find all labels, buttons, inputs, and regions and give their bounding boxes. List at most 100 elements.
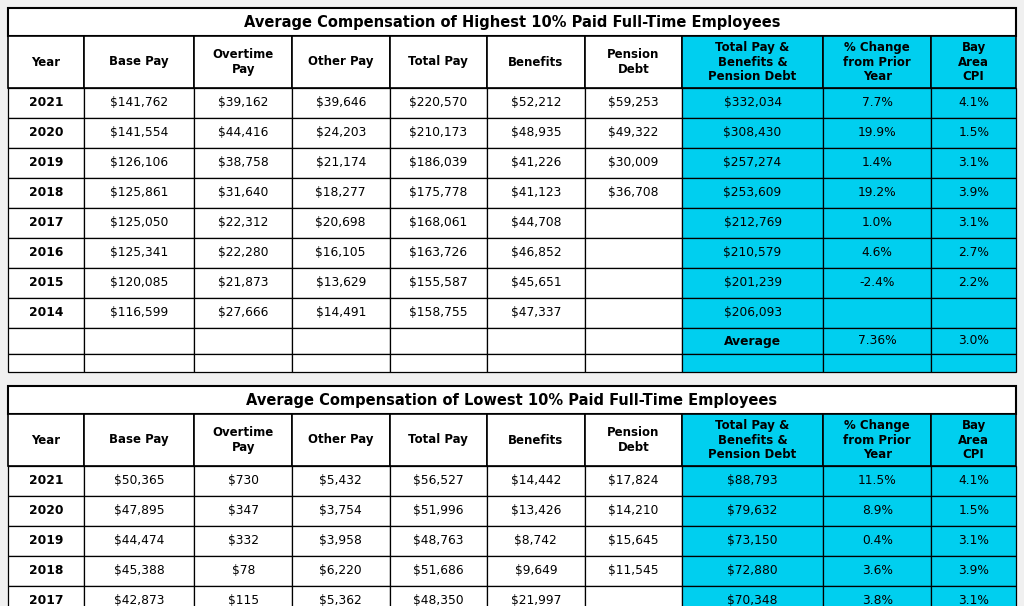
Text: $21,997: $21,997 — [511, 594, 561, 606]
Bar — [682, 328, 823, 354]
Text: Total Pay &
Benefits &
Pension Debt: Total Pay & Benefits & Pension Debt — [709, 41, 797, 84]
Text: $38,758: $38,758 — [218, 156, 268, 170]
Bar — [932, 148, 1016, 178]
Bar — [585, 526, 682, 556]
Text: $47,895: $47,895 — [114, 505, 165, 518]
Bar — [487, 36, 585, 88]
Bar — [389, 354, 487, 372]
Bar — [487, 238, 585, 268]
Bar — [389, 88, 487, 118]
Bar — [585, 298, 682, 328]
Bar — [932, 526, 1016, 556]
Bar — [292, 354, 389, 372]
Bar — [195, 148, 292, 178]
Bar — [84, 298, 195, 328]
Bar — [682, 36, 823, 88]
Bar — [823, 36, 932, 88]
Bar — [932, 556, 1016, 586]
Bar — [195, 466, 292, 496]
Bar — [389, 268, 487, 298]
Bar — [487, 118, 585, 148]
Text: 1.0%: 1.0% — [862, 216, 893, 230]
Bar — [8, 328, 84, 354]
Bar — [8, 556, 84, 586]
Bar — [195, 178, 292, 208]
Text: Other Pay: Other Pay — [308, 56, 374, 68]
Bar — [84, 268, 195, 298]
Text: Total Pay: Total Pay — [409, 56, 468, 68]
Text: 19.2%: 19.2% — [858, 187, 897, 199]
Text: 3.1%: 3.1% — [958, 594, 989, 606]
Text: $5,432: $5,432 — [319, 474, 362, 487]
Bar — [292, 36, 389, 88]
Text: 2021: 2021 — [29, 474, 63, 487]
Text: 2018: 2018 — [29, 187, 63, 199]
Bar — [84, 88, 195, 118]
Bar — [389, 466, 487, 496]
Text: 2021: 2021 — [29, 96, 63, 110]
Text: Year: Year — [32, 433, 60, 447]
Bar — [84, 586, 195, 606]
Bar — [932, 414, 1016, 466]
Bar — [195, 36, 292, 88]
Bar — [292, 88, 389, 118]
Text: $22,312: $22,312 — [218, 216, 268, 230]
Text: $8,742: $8,742 — [514, 534, 557, 547]
Bar — [823, 414, 932, 466]
Bar — [932, 36, 1016, 88]
Text: Average Compensation of Highest 10% Paid Full-Time Employees: Average Compensation of Highest 10% Paid… — [244, 15, 780, 30]
Text: Base Pay: Base Pay — [110, 433, 169, 447]
Text: $3,958: $3,958 — [319, 534, 362, 547]
Bar — [84, 148, 195, 178]
Bar — [292, 148, 389, 178]
Bar — [84, 178, 195, 208]
Bar — [195, 586, 292, 606]
Text: $206,093: $206,093 — [724, 307, 781, 319]
Text: $257,274: $257,274 — [724, 156, 781, 170]
Bar — [932, 354, 1016, 372]
Bar — [389, 238, 487, 268]
Bar — [823, 496, 932, 526]
Text: 2020: 2020 — [29, 505, 63, 518]
Text: $126,106: $126,106 — [111, 156, 168, 170]
Text: $14,442: $14,442 — [511, 474, 561, 487]
Bar — [195, 208, 292, 238]
Bar — [195, 414, 292, 466]
Text: $332,034: $332,034 — [724, 96, 781, 110]
Bar — [823, 556, 932, 586]
Text: $22,280: $22,280 — [218, 247, 268, 259]
Text: $41,226: $41,226 — [511, 156, 561, 170]
Bar — [487, 586, 585, 606]
Text: $5,362: $5,362 — [319, 594, 362, 606]
Text: Bay
Area
CPI: Bay Area CPI — [958, 419, 989, 462]
Text: 4.6%: 4.6% — [862, 247, 893, 259]
Bar — [932, 268, 1016, 298]
Bar — [8, 178, 84, 208]
Bar — [682, 298, 823, 328]
Bar — [389, 298, 487, 328]
Bar — [585, 556, 682, 586]
Text: -2.4%: -2.4% — [859, 276, 895, 290]
Text: $56,527: $56,527 — [413, 474, 464, 487]
Text: $9,649: $9,649 — [514, 565, 557, 578]
Bar — [292, 118, 389, 148]
Bar — [389, 556, 487, 586]
Bar — [84, 556, 195, 586]
Text: $20,698: $20,698 — [315, 216, 366, 230]
Text: $44,416: $44,416 — [218, 127, 268, 139]
Bar — [487, 556, 585, 586]
Bar — [823, 526, 932, 556]
Text: Bay
Area
CPI: Bay Area CPI — [958, 41, 989, 84]
Bar — [195, 354, 292, 372]
Text: 2016: 2016 — [29, 247, 63, 259]
Bar — [195, 298, 292, 328]
Bar — [823, 208, 932, 238]
Bar — [389, 414, 487, 466]
Text: $13,426: $13,426 — [511, 505, 561, 518]
Bar — [292, 328, 389, 354]
Bar — [585, 238, 682, 268]
Text: $72,880: $72,880 — [727, 565, 778, 578]
Text: $59,253: $59,253 — [608, 96, 658, 110]
Text: $116,599: $116,599 — [110, 307, 168, 319]
Text: 4.1%: 4.1% — [958, 96, 989, 110]
